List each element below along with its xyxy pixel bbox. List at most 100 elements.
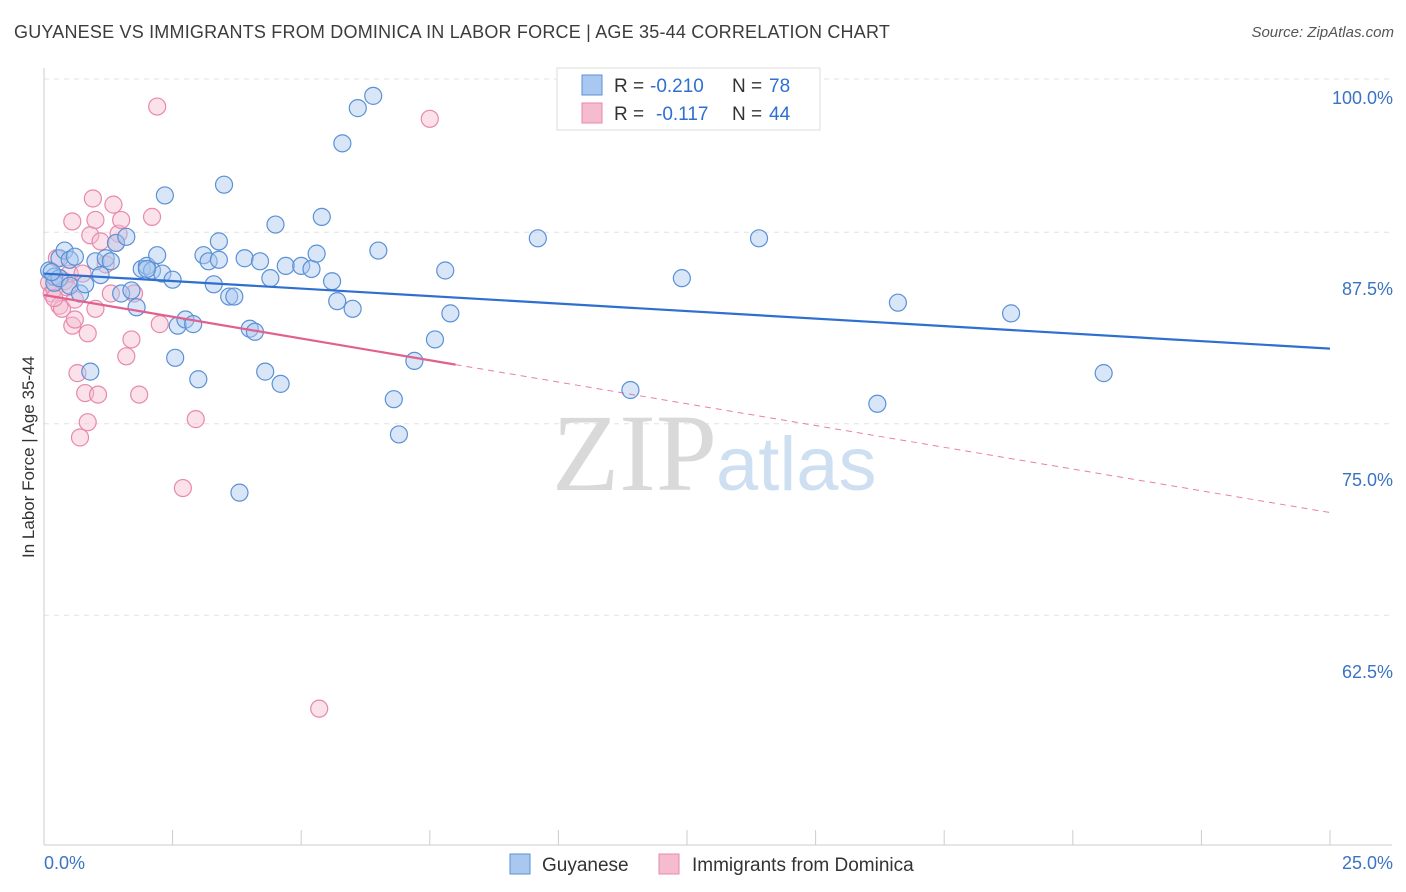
data-point-guyanese [441,304,460,323]
data-point-dominica [310,699,329,718]
data-point-dominica [420,109,439,128]
data-point-guyanese [127,298,146,317]
data-point-guyanese [60,276,79,295]
data-point-dominica [70,428,90,447]
data-point-guyanese [348,99,367,118]
series-legend: Guyanese Immigrants from Dominica [509,853,914,876]
data-point-guyanese [749,229,769,248]
data-point-dominica [78,413,97,432]
data-point-guyanese [209,250,228,269]
data-point-guyanese [307,244,326,263]
data-point-guyanese [405,351,424,370]
watermark-zip: ZIP [552,392,717,514]
data-point-guyanese [148,246,167,265]
data-point-guyanese [225,287,244,306]
data-point-guyanese [276,256,295,276]
trend-lines [43,272,1331,514]
data-point-guyanese [230,483,249,502]
trend-line-dominica-extension [455,364,1331,514]
data-point-guyanese [302,259,321,279]
data-point-guyanese [672,269,691,288]
data-point-guyanese [384,390,403,409]
trend-line-dominica [43,293,456,366]
data-point-dominica [122,330,141,349]
data-point-guyanese [888,293,908,312]
legend-n-value-guyanese: 78 [769,76,790,97]
data-point-guyanese [189,370,208,389]
series-legend-label-guyanese: Guyanese [542,855,629,876]
legend-r-label: R = [614,104,644,125]
data-point-guyanese [60,250,79,269]
data-point-dominica [186,410,205,429]
data-point-guyanese [271,374,290,393]
data-point-guyanese [292,256,311,276]
data-point-dominica [117,347,136,366]
data-point-guyanese [1094,364,1113,383]
data-point-guyanese [436,261,455,280]
data-point-guyanese [256,362,275,381]
data-point-guyanese [235,249,254,268]
y-tick-label: 62.5% [1342,662,1393,682]
legend-n-label: N = [732,104,762,125]
data-point-guyanese [106,233,126,253]
data-point-dominica [78,324,97,343]
legend-n-label: N = [732,76,762,97]
data-point-dominica [124,284,144,303]
series-legend-label-dominica: Immigrants from Dominica [692,855,914,876]
data-point-dominica [91,232,110,251]
data-point-guyanese [112,284,131,303]
legend-swatch-guyanese [581,74,603,96]
data-point-guyanese [389,425,409,444]
data-point-guyanese [137,259,156,279]
series-dominica-points [40,97,439,718]
data-point-dominica [101,284,120,303]
data-point-guyanese [214,175,234,194]
data-point-guyanese [65,247,84,266]
data-point-dominica [150,315,169,334]
y-axis-label: In Labor Force | Age 35-44 [19,356,38,558]
data-point-dominica [86,210,105,230]
data-point-guyanese [322,272,342,291]
data-point-guyanese [364,86,383,105]
y-tick-labels: 100.0% 87.5% 75.0% 62.5% [1332,88,1393,682]
data-point-guyanese [343,299,362,318]
legend-swatch-dominica [581,102,603,124]
data-point-guyanese [425,330,445,349]
data-point-guyanese [209,232,228,251]
chart-title: GUYANESE VS IMMIGRANTS FROM DOMINICA IN … [14,22,891,42]
data-point-dominica [96,255,115,274]
data-point-dominica [104,195,123,214]
series-legend-swatch-dominica [658,853,680,875]
x-tick-label-min: 0.0% [44,853,85,873]
data-point-guyanese [220,287,239,306]
data-point-guyanese [155,186,174,205]
correlation-legend: R = -0.210 N = 78 R = -0.117 N = 44 [556,67,821,131]
legend-r-value-dominica: -0.117 [656,104,708,125]
data-point-guyanese [42,262,61,282]
data-point-dominica [73,264,92,283]
data-point-guyanese [868,394,887,413]
watermark-atlas: atlas [716,422,877,507]
y-tick-label: 100.0% [1332,88,1393,108]
data-point-guyanese [55,241,74,260]
data-point-guyanese [621,380,640,400]
data-point-dominica [88,385,108,404]
data-point-dominica [142,207,162,226]
data-point-guyanese [117,227,136,246]
data-point-guyanese [81,362,100,381]
data-point-guyanese [166,348,185,367]
data-point-guyanese [528,229,547,248]
data-point-guyanese [1001,304,1021,323]
legend-r-value-guyanese: -0.210 [650,76,704,97]
data-point-guyanese [76,275,95,294]
data-point-guyanese [369,241,388,260]
data-point-guyanese [101,252,120,271]
data-point-guyanese [91,265,110,285]
data-point-guyanese [250,252,270,271]
data-point-guyanese [86,252,105,271]
data-point-guyanese [312,207,331,226]
y-tick-label: 75.0% [1342,470,1393,490]
trend-line-guyanese [43,272,1331,350]
data-point-dominica [63,212,82,231]
